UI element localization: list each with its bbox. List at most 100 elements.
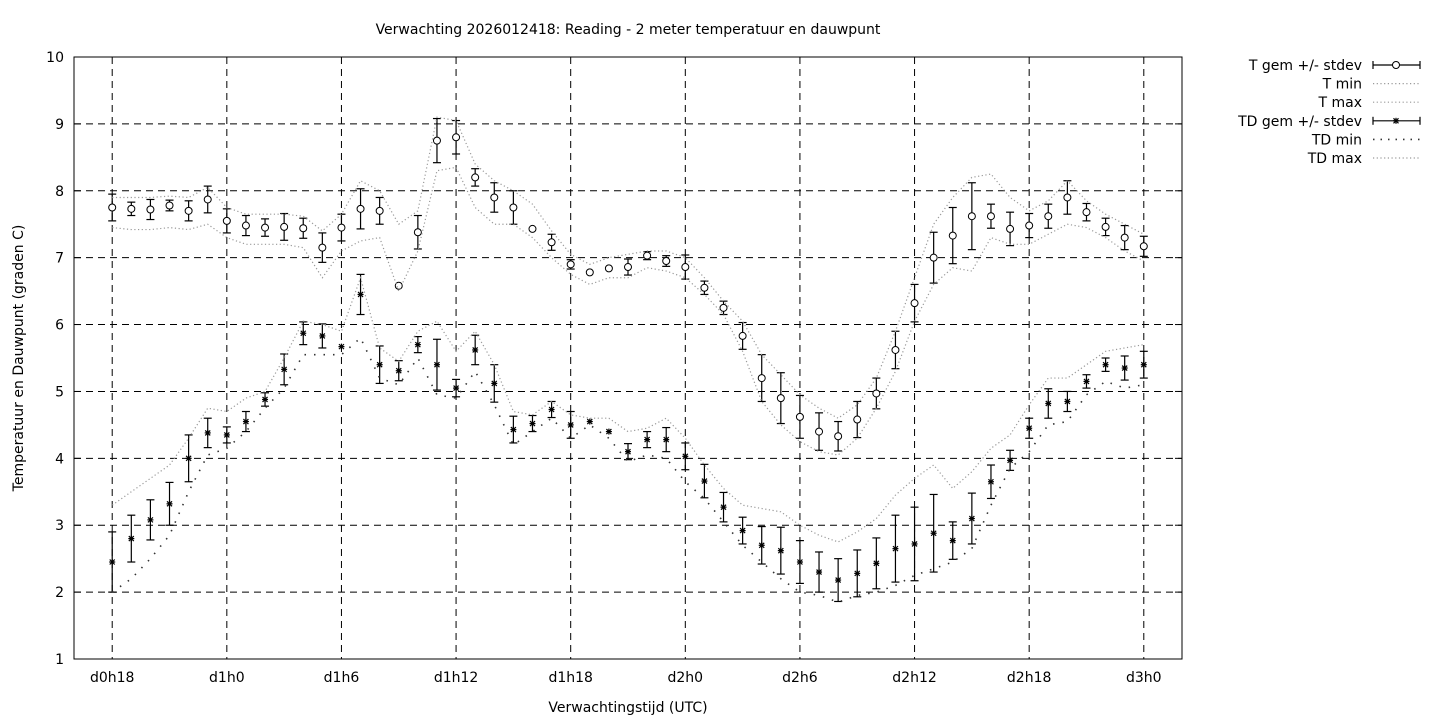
star-marker: [586, 418, 593, 425]
data-point: [585, 268, 594, 277]
star-marker: [758, 542, 765, 549]
star-stroke: [338, 343, 345, 350]
x-tick-label: d2h12: [892, 670, 936, 686]
legend-label: TD max: [1307, 151, 1362, 167]
x-tick-label: d3h0: [1126, 670, 1162, 686]
star-marker: [892, 545, 899, 552]
data-point: [948, 206, 957, 265]
star-stroke: [109, 559, 116, 565]
star-stroke: [319, 333, 326, 339]
data-point: [108, 531, 117, 593]
data-point: [222, 426, 231, 444]
data-point: [605, 428, 612, 435]
circle-marker: [738, 331, 747, 340]
x-tick-label: d2h6: [782, 670, 818, 686]
star-stroke: [376, 361, 383, 368]
min-max-line: [111, 275, 1144, 543]
star-marker: [720, 504, 727, 511]
data-point: [261, 218, 270, 237]
circle-marker: [834, 432, 843, 441]
circle-marker: [184, 206, 193, 215]
star-stroke: [262, 396, 268, 403]
data-point: [413, 335, 422, 354]
star-stroke: [567, 421, 574, 428]
data-point: [929, 231, 938, 284]
circle-marker: [108, 203, 117, 212]
star-marker: [854, 570, 861, 577]
star-stroke: [758, 542, 765, 549]
data-point: [432, 117, 441, 164]
star-marker: [625, 448, 631, 455]
star-marker: [911, 540, 918, 547]
star-stroke: [816, 569, 822, 575]
circle-marker: [872, 389, 881, 398]
data-point: [566, 259, 575, 270]
circle-marker: [413, 228, 422, 237]
data-point: [413, 214, 422, 250]
star-stroke: [472, 347, 479, 353]
data-point: [738, 321, 747, 350]
circle-marker: [815, 427, 824, 436]
data-point: [1120, 224, 1129, 251]
series-td-min: [111, 336, 1144, 603]
min-max-line: [111, 336, 1144, 603]
data-point: [1025, 417, 1034, 439]
x-tick-label: d1h6: [324, 670, 360, 686]
star-stroke: [357, 291, 364, 298]
circle-marker: [566, 260, 575, 269]
legend-label: T max: [1317, 95, 1362, 111]
star-stroke: [1045, 400, 1052, 407]
series-td-gem-stdev: [108, 273, 1148, 603]
star-stroke: [739, 527, 746, 534]
data-point: [700, 463, 709, 499]
star-stroke: [873, 560, 880, 567]
x-tick-label: d2h0: [668, 670, 704, 686]
plot-frame: [73, 56, 1183, 660]
legend-label: TD min: [1311, 132, 1362, 148]
circle-marker: [624, 263, 632, 272]
data-point: [1082, 202, 1091, 222]
data-point: [1139, 235, 1148, 257]
star-marker: [968, 515, 975, 522]
star-stroke: [1140, 361, 1147, 368]
star-marker: [1064, 398, 1071, 405]
star-marker: [1102, 361, 1109, 368]
data-point: [432, 338, 441, 391]
star-marker: [147, 516, 154, 523]
circle-marker: [757, 374, 766, 383]
star-marker: [223, 431, 230, 438]
circle-marker: [1063, 193, 1072, 202]
star-stroke: [1026, 425, 1033, 432]
star-stroke: [1121, 365, 1128, 371]
star-marker: [739, 527, 746, 534]
star-marker: [109, 559, 116, 566]
y-tick-label: 5: [55, 384, 64, 400]
star-stroke: [453, 385, 459, 392]
star-marker: [605, 428, 612, 435]
data-point: [891, 330, 900, 370]
y-tick-label: 1: [55, 652, 64, 668]
data-point: [528, 414, 537, 433]
star-marker: [682, 453, 689, 460]
data-point: [1006, 211, 1015, 247]
star-marker: [816, 569, 823, 576]
y-axis-label: Temperatuur en Dauwpunt (graden C): [11, 225, 27, 493]
data-point: [776, 372, 785, 425]
star-marker: [644, 436, 651, 443]
circle-marker: [528, 224, 537, 233]
data-point: [986, 464, 995, 500]
star-stroke: [395, 367, 402, 374]
star-marker: [873, 560, 880, 567]
star-stroke: [529, 420, 536, 427]
circle-marker: [547, 238, 556, 247]
circle-marker: [700, 283, 709, 292]
star-stroke: [892, 545, 899, 552]
data-point: [719, 300, 728, 316]
data-point: [1063, 180, 1072, 215]
y-tick-label: 2: [55, 585, 64, 601]
data-point: [261, 392, 270, 407]
star-marker: [1121, 365, 1128, 372]
series: [108, 116, 1148, 603]
star-stroke: [988, 478, 994, 485]
star-stroke: [548, 406, 555, 413]
